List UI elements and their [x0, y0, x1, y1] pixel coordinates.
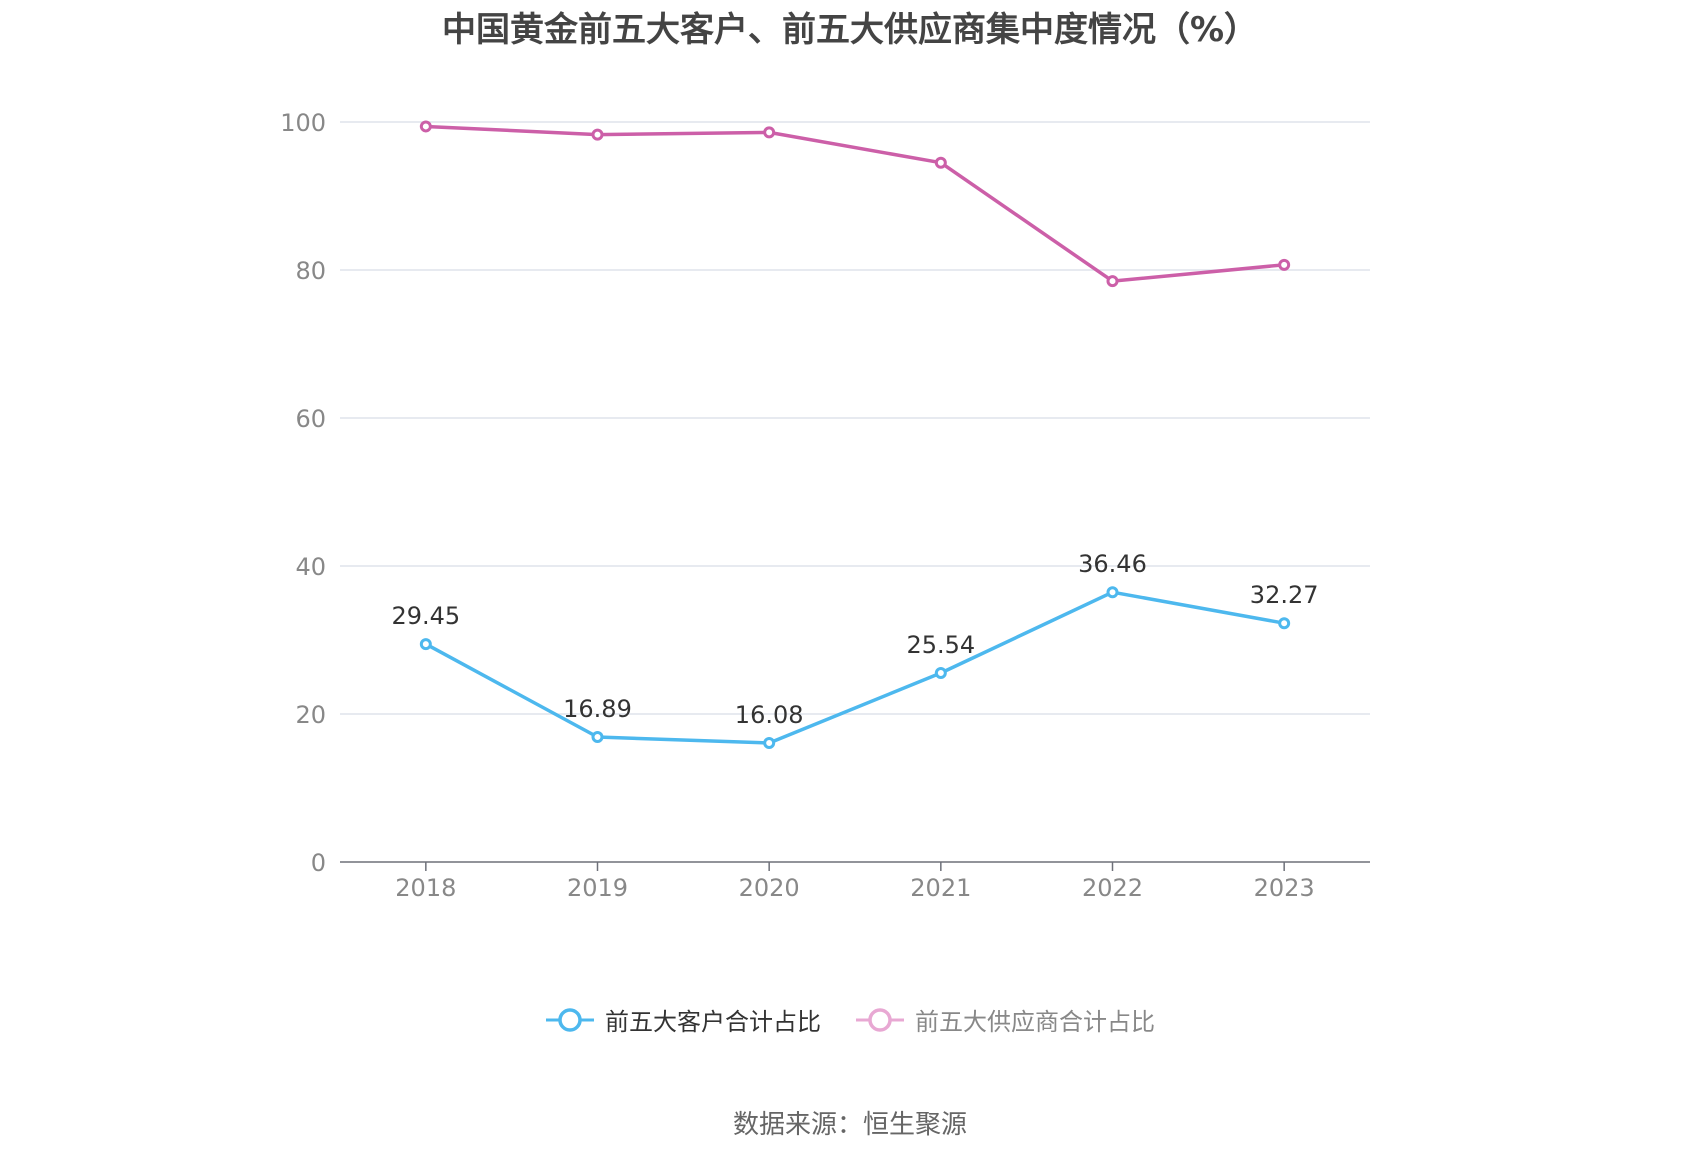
data-point: [1106, 275, 1119, 288]
data-label: 16.08: [735, 701, 804, 729]
data-point: [1278, 258, 1291, 271]
legend-line-circle-icon: [856, 1007, 904, 1032]
data-label: 32.27: [1250, 581, 1319, 609]
y-tick-label: 100: [280, 109, 326, 137]
data-source-note: 数据来源：恒生聚源: [732, 1110, 967, 1140]
y-tick-label: 0: [311, 849, 326, 877]
data-point: [934, 156, 947, 169]
data-label: 25.54: [906, 631, 975, 659]
data-point: [934, 667, 947, 680]
gridlines: [340, 121, 1370, 715]
data-point: [763, 737, 776, 750]
x-tick-label: 2020: [739, 874, 800, 902]
axes: 0 20 40 60 80 100 2018 2019 2020 2021 2022 2023: [280, 109, 1370, 902]
data-label: 36.46: [1078, 550, 1147, 578]
y-tick-label: 60: [295, 405, 326, 433]
x-tick-label: 2021: [910, 874, 971, 902]
y-tick-label: 80: [295, 257, 326, 285]
legend-item-customers[interactable]: 前五大客户合计占比: [545, 1002, 821, 1037]
x-tick-label: 2019: [567, 874, 628, 902]
data-point: [763, 126, 776, 139]
x-tick-label: 2022: [1082, 874, 1143, 902]
legend-label-customers: 前五大客户合计占比: [605, 1008, 821, 1036]
data-label: 29.45: [391, 602, 460, 630]
data-point: [591, 731, 604, 744]
legend-item-suppliers[interactable]: 前五大供应商合计占比: [855, 1002, 1155, 1037]
legend-line-circle-icon: [546, 1007, 594, 1032]
data-point: [419, 120, 432, 133]
series-layer: [419, 120, 1291, 750]
legend-label-suppliers: 前五大供应商合计占比: [915, 1008, 1155, 1036]
data-label: 16.89: [563, 695, 632, 723]
x-tick-label: 2018: [395, 874, 456, 902]
data-point: [1278, 617, 1291, 630]
data-point: [1106, 586, 1119, 599]
data-point: [419, 638, 432, 651]
y-tick-label: 40: [295, 553, 326, 581]
chart-title: 中国黄金前五大客户、前五大供应商集中度情况（%）: [441, 10, 1259, 50]
data-point: [591, 128, 604, 141]
legend: 前五大客户合计占比 前五大供应商合计占比: [0, 1002, 1700, 1037]
x-tick-label: 2023: [1254, 874, 1315, 902]
series-line-1: [424, 124, 1286, 283]
data-labels: 29.45 16.89 16.08 25.54 36.46 32.27: [391, 550, 1318, 729]
series-line-0: [424, 590, 1286, 745]
y-tick-label: 20: [295, 701, 326, 729]
